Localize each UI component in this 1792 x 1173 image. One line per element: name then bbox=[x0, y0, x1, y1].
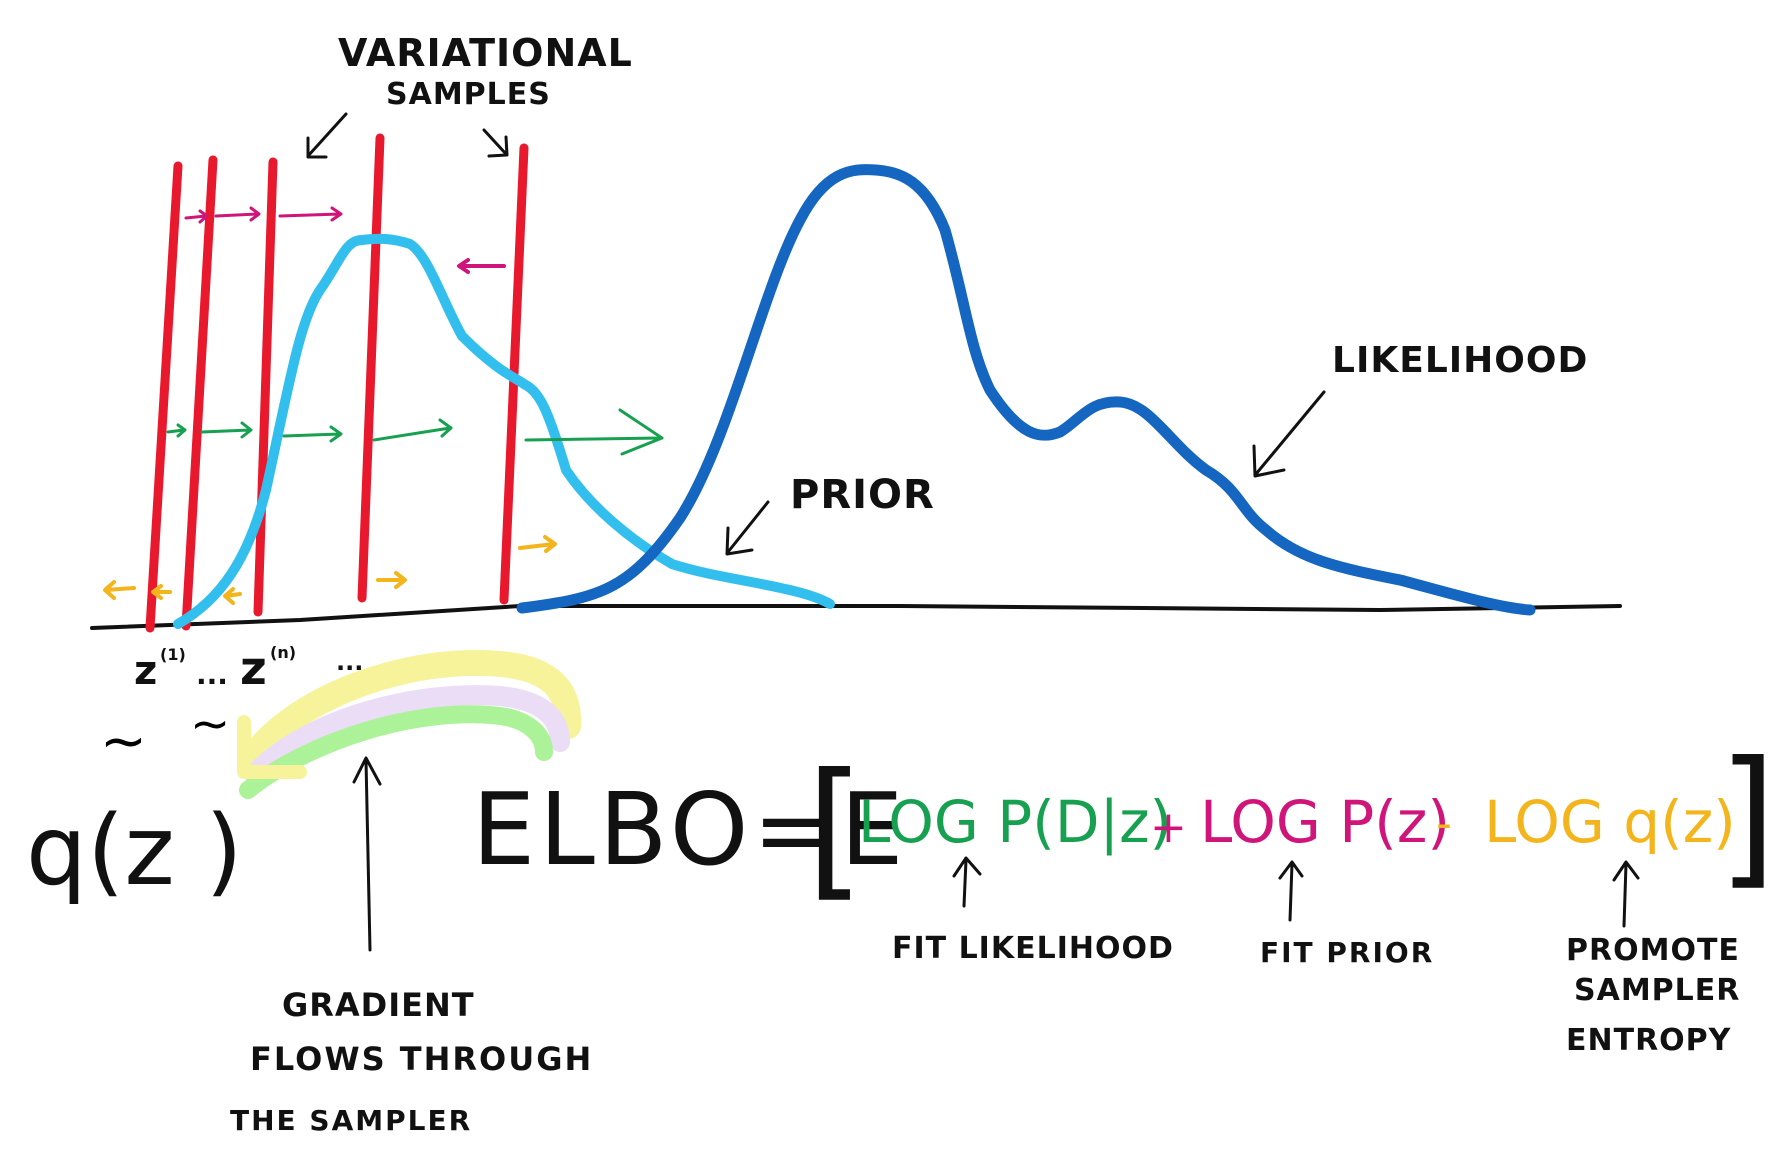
gradient-line1: GRADIENT bbox=[282, 986, 475, 1024]
yellow-arrow-4 bbox=[376, 571, 407, 589]
prior-gradient-arrows bbox=[184, 206, 506, 274]
tilde-2: ~ bbox=[190, 696, 230, 752]
arrow-to-prior bbox=[725, 500, 770, 556]
arrow-to-sample-3 bbox=[306, 112, 348, 159]
prior-curve bbox=[173, 233, 835, 629]
sample-line-2 bbox=[181, 155, 218, 631]
magenta-arrow-2 bbox=[214, 206, 261, 222]
green-arrow-2 bbox=[200, 421, 253, 439]
likelihood-curve bbox=[516, 164, 1536, 616]
z-axis-line bbox=[90, 604, 1622, 630]
gradient-line3: THE SAMPLER bbox=[230, 1104, 472, 1137]
minus-operator: - bbox=[1436, 798, 1452, 849]
highlight-arrowhead bbox=[237, 715, 307, 779]
arrow-to-sample-5 bbox=[482, 128, 509, 158]
highlight-green-arc bbox=[239, 705, 553, 799]
fit-prior-label: FIT PRIOR bbox=[1260, 936, 1434, 969]
ellipsis-2: ... bbox=[336, 648, 363, 676]
arrow-fit-likelihood bbox=[952, 856, 982, 908]
variational-samples-line1: VARIATIONAL bbox=[338, 31, 633, 75]
yellow-arrow-5 bbox=[518, 535, 557, 553]
yellow-arrow-1 bbox=[103, 580, 136, 600]
entropy-line2: SAMPLER bbox=[1574, 973, 1740, 1008]
prior-term: LOG P(z) bbox=[1200, 788, 1450, 856]
z1-superscript: (1) bbox=[160, 645, 186, 664]
arrow-fit-prior bbox=[1278, 860, 1304, 922]
sample-line-1 bbox=[145, 161, 183, 633]
z1-symbol: z bbox=[134, 648, 157, 694]
annotation-arrows bbox=[306, 112, 1640, 952]
fit-likelihood-label: FIT LIKELIHOOD bbox=[892, 931, 1174, 966]
highlight-lilac-arc bbox=[244, 685, 570, 784]
equation-close-bracket: ] bbox=[1718, 730, 1777, 904]
yellow-arrow-3 bbox=[223, 587, 242, 605]
equation-open-bracket: [ bbox=[806, 742, 865, 916]
likelihood-gradient-arrows bbox=[166, 408, 664, 456]
sample-line-3 bbox=[253, 157, 278, 617]
zn-symbol: z bbox=[240, 641, 267, 695]
entropy-line3: ENTROPY bbox=[1566, 1023, 1732, 1058]
arrow-gradient-up bbox=[352, 756, 382, 952]
green-arrow-5 bbox=[524, 408, 664, 456]
qz-label: q(z ) bbox=[26, 795, 243, 907]
entropy-line1: PROMOTE bbox=[1566, 933, 1740, 968]
plus-operator: + bbox=[1150, 802, 1187, 853]
likelihood-label: LIKELIHOOD bbox=[1332, 340, 1588, 381]
highlight-yellow-arc bbox=[237, 649, 582, 773]
prior-label: PRIOR bbox=[790, 472, 935, 518]
zn-superscript: (n) bbox=[270, 643, 296, 662]
gradient-line2: FLOWS THROUGH bbox=[250, 1040, 593, 1078]
entropy-gradient-arrows bbox=[103, 535, 557, 605]
green-arrow-1 bbox=[166, 423, 187, 438]
magenta-arrow-4 bbox=[457, 258, 506, 274]
arrow-entropy bbox=[1612, 860, 1640, 928]
elbo-lhs: ELBO=E bbox=[472, 771, 907, 888]
green-arrow-3 bbox=[282, 425, 343, 443]
arrow-to-likelihood bbox=[1252, 390, 1326, 478]
variational-samples-line2: SAMPLES bbox=[386, 77, 551, 112]
likelihood-term: LOG P(D|z) bbox=[858, 788, 1172, 856]
yellow-arrow-2 bbox=[151, 584, 172, 600]
sample-line-4 bbox=[357, 133, 385, 603]
green-arrow-4 bbox=[372, 418, 453, 442]
ellipsis-1: ... bbox=[196, 658, 228, 691]
magenta-arrow-1 bbox=[184, 209, 209, 224]
gradient-flow-highlight bbox=[237, 649, 582, 799]
magenta-arrow-3 bbox=[278, 206, 343, 222]
tilde-1: ~ bbox=[100, 709, 147, 774]
entropy-term: LOG q(z) bbox=[1484, 788, 1736, 856]
